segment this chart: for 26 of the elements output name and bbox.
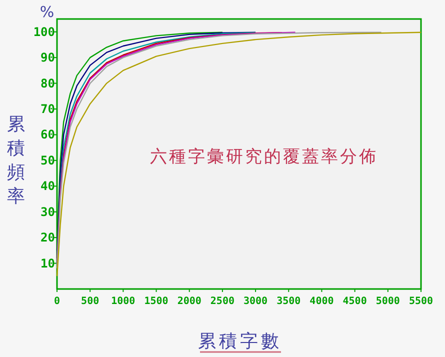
y-tick-label: 80 — [40, 76, 55, 90]
x-tick-label: 5500 — [408, 296, 434, 307]
y-tick-label: 70 — [40, 102, 55, 116]
x-axis-title: 累積字數 — [198, 331, 282, 352]
y-tick-label: 60 — [40, 128, 55, 142]
x-tick-label: 2000 — [177, 296, 202, 307]
y-tick-label: 90 — [40, 50, 55, 65]
y-tick-label: 40 — [40, 179, 55, 194]
x-tick-label: 1000 — [111, 296, 136, 307]
x-tick-label: 500 — [81, 296, 100, 307]
x-tick-label: 4000 — [310, 296, 334, 307]
y-axis-title: 累積頻率 — [7, 114, 25, 207]
x-tick-label: 2500 — [210, 296, 234, 307]
x-tick-label: 0 — [54, 296, 60, 307]
x-tick-label: 1500 — [144, 296, 168, 307]
y-tick-label: 20 — [40, 230, 55, 245]
x-tick-label: 4500 — [342, 296, 367, 307]
x-tick-label: 3000 — [244, 296, 268, 307]
text: % — [40, 3, 54, 21]
y-tick-label: 10 — [40, 256, 55, 270]
y-tick-label: 50 — [40, 153, 55, 168]
y-tick-label: 100 — [33, 24, 55, 39]
x-tick-label: 5000 — [376, 296, 400, 307]
text: 六種字彙研究的覆蓋率分佈 — [150, 147, 378, 167]
y-tick-label: 30 — [40, 204, 55, 219]
x-tick-label: 3500 — [276, 296, 301, 307]
